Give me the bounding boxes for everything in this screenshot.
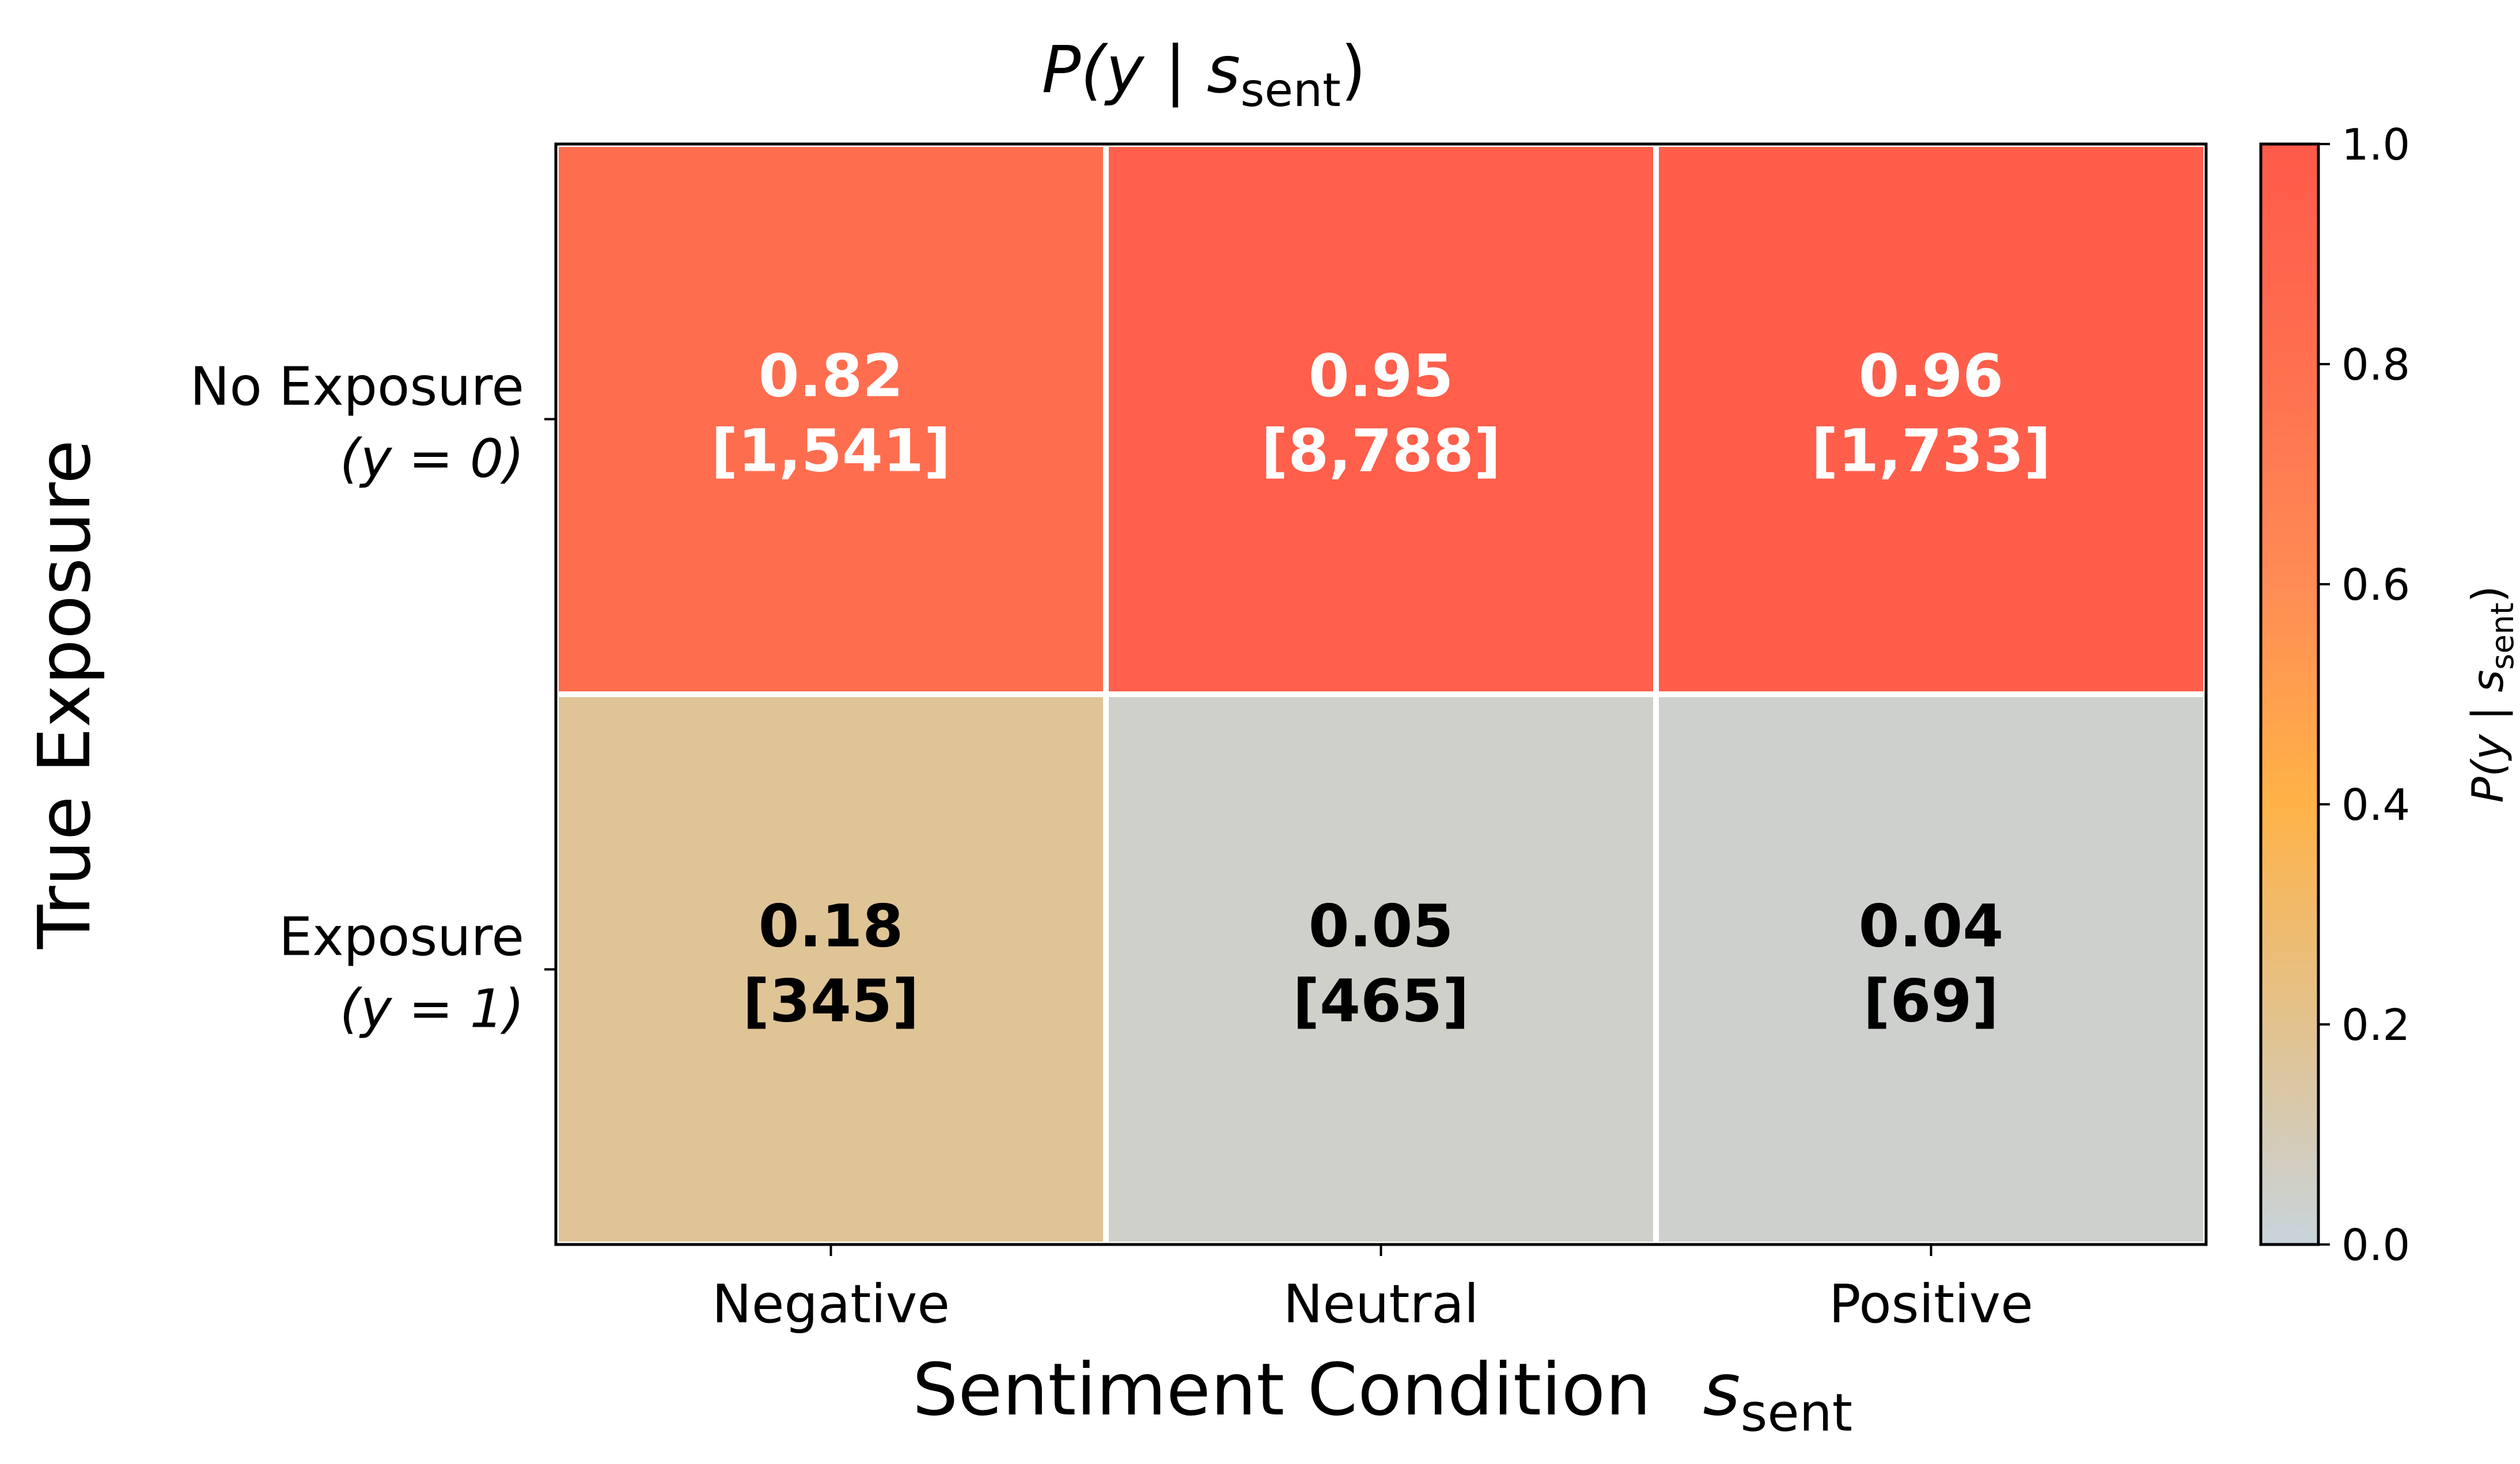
heatmap-cell	[1103, 691, 1659, 1247]
x-tick-label: Positive	[1829, 1273, 2033, 1335]
axes: Negative Neutral Positive No Exposure (y = 0…	[190, 356, 2033, 1336]
colorbar-tick-label: 0.8	[2341, 339, 2410, 390]
colorbar	[2259, 142, 2320, 1246]
cell-count-label: [1,541]	[711, 417, 951, 486]
y-axis-label: True Exposure	[23, 440, 107, 949]
heatmap-cell	[553, 691, 1109, 1247]
cell-value-label: 0.18	[759, 892, 904, 961]
cell-count-label: [465]	[1293, 967, 1469, 1036]
heatmap-cells: 0.82[1,541] 0.95[8,788] 0.96[1,733] 0.18[34…	[553, 141, 2209, 1247]
cell-value-label: 0.05	[1309, 892, 1454, 961]
colorbar-tick-label: 0.6	[2341, 559, 2410, 610]
y-tick-label: Exposure	[279, 906, 524, 968]
x-tick-label: Negative	[712, 1273, 950, 1335]
colorbar-tick-label: 0.4	[2341, 780, 2410, 830]
cell-count-label: [69]	[1863, 967, 1999, 1036]
colorbar-tick-label: 1.0	[2341, 119, 2410, 170]
cell-value-label: 0.95	[1309, 342, 1454, 411]
heatmap-cell	[553, 141, 1109, 697]
heatmap-cell	[1103, 141, 1659, 697]
colorbar-tick-label: 0.2	[2341, 1000, 2410, 1050]
cell-value-label: 0.96	[1859, 342, 2004, 411]
colorbar-label: P(y | ssent)	[2462, 586, 2520, 803]
colorbar-tick-label: 0.0	[2341, 1220, 2410, 1270]
cell-count-label: [8,788]	[1261, 417, 1501, 486]
cell-value-label: 0.82	[759, 342, 904, 411]
cell-value-label: 0.04	[1859, 892, 2004, 961]
y-tick-label: No Exposure	[190, 356, 524, 418]
cell-count-label: [345]	[742, 967, 919, 1036]
y-tick-sublabel: (y = 0)	[340, 428, 524, 490]
y-tick-sublabel: (y = 1)	[340, 978, 524, 1040]
colorbar-ticks: 0.0 0.2 0.4 0.6 0.8 1.0	[2318, 119, 2410, 1270]
heatmap-cell	[1653, 691, 2209, 1247]
x-axis-label: Sentiment Condition ssent	[912, 1348, 1852, 1443]
x-tick-label: Neutral	[1283, 1273, 1479, 1335]
chart-title: P(y | ssent)	[1042, 33, 1366, 118]
cell-count-label: [1,733]	[1812, 417, 2051, 486]
